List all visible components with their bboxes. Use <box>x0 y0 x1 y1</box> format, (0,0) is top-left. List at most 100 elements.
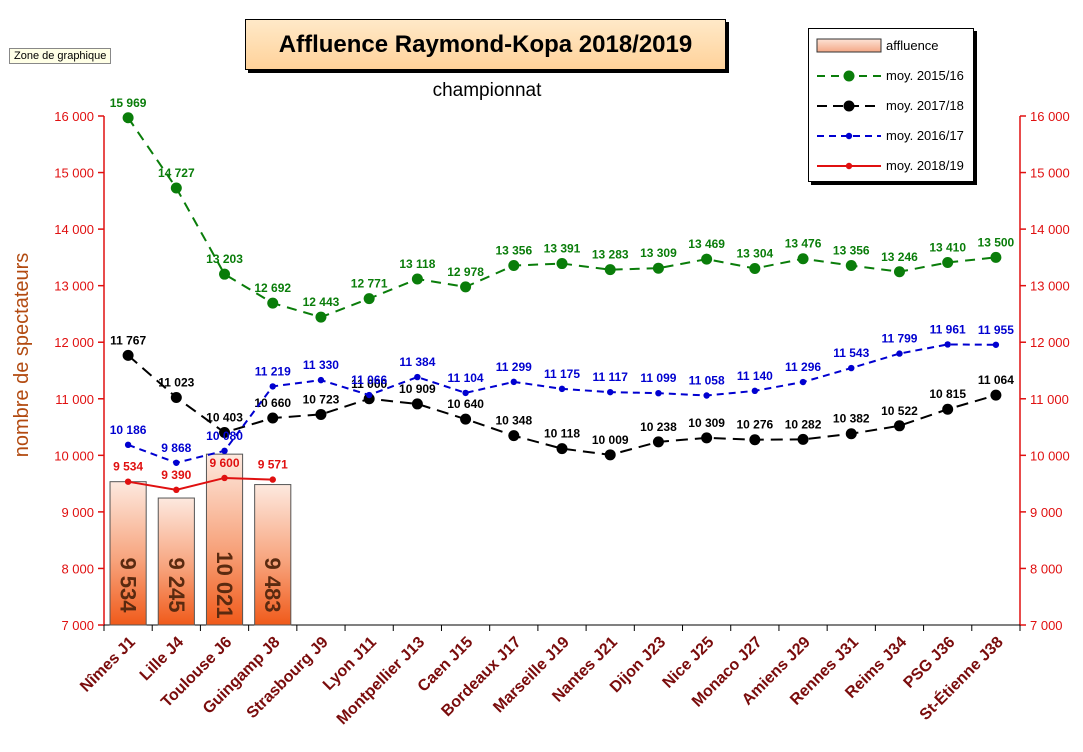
data-point <box>315 408 327 420</box>
data-label: 10 276 <box>736 418 773 432</box>
chart-subtitle: championnat <box>432 80 542 101</box>
data-label: 10 118 <box>544 427 580 441</box>
data-label: 10 403 <box>206 411 243 425</box>
y-tick-label-left: 13 000 <box>54 279 94 294</box>
data-label: 11 330 <box>303 358 339 372</box>
bar-label: 9 483 <box>260 557 285 612</box>
data-point <box>124 478 132 485</box>
data-point <box>797 433 809 445</box>
series-line <box>127 476 273 491</box>
data-label: 12 771 <box>351 277 388 291</box>
data-label: 10 009 <box>592 433 629 447</box>
legend: affluence moy. 2015/16 moy. 2017/18 moy.… <box>808 28 974 182</box>
data-label: 12 978 <box>447 265 484 279</box>
y-tick-label-left: 14 000 <box>54 222 94 237</box>
bar-label: 9 534 <box>116 557 141 613</box>
data-point <box>604 449 616 461</box>
y-tick-label-left: 9 000 <box>61 505 94 520</box>
data-point <box>703 392 710 399</box>
bar <box>157 497 195 626</box>
data-label: 13 304 <box>736 246 773 260</box>
data-label: 14 727 <box>158 166 195 180</box>
y-tick-label-right: 12 000 <box>1030 335 1070 350</box>
y-tick-label-left: 10 000 <box>54 448 94 463</box>
data-point <box>173 459 180 466</box>
data-point <box>749 434 761 446</box>
x-tick-label: Nîmes J1 <box>77 634 139 696</box>
data-label: 11 058 <box>689 373 725 387</box>
y-tick-label-right: 11 000 <box>1030 392 1069 407</box>
data-label: 13 391 <box>544 242 581 256</box>
data-label: 13 500 <box>978 235 1015 249</box>
legend-item-2015-16: moy. 2015/16 <box>809 66 975 86</box>
data-label: 13 356 <box>495 244 532 258</box>
data-point <box>460 281 472 293</box>
legend-item-2018-19: moy. 2018/19 <box>809 156 975 176</box>
data-point <box>701 253 713 265</box>
data-point <box>749 262 761 274</box>
data-point <box>992 341 1000 348</box>
legend-label: moy. 2015/16 <box>886 68 964 83</box>
data-point <box>269 476 276 483</box>
data-label: 10 815 <box>929 387 966 401</box>
data-point <box>510 378 517 386</box>
chart-title: Affluence Raymond-Kopa 2018/2019 <box>245 19 726 70</box>
y-tick-label-right: 9 000 <box>1030 505 1063 520</box>
data-label: 15 969 <box>110 96 147 110</box>
legend-label: affluence <box>886 38 939 53</box>
data-label: 11 955 <box>978 323 1014 337</box>
data-label: 11 066 <box>351 373 387 387</box>
data-label: 10 382 <box>833 412 870 426</box>
data-label: 13 469 <box>688 237 725 251</box>
legend-label: moy. 2018/19 <box>886 158 964 173</box>
data-label: 9 390 <box>161 468 191 482</box>
y-tick-label-right: 7 000 <box>1030 618 1063 633</box>
data-point <box>221 447 228 455</box>
data-point <box>219 427 231 439</box>
data-point <box>556 258 568 270</box>
data-label: 11 000 <box>351 377 387 391</box>
data-point <box>751 387 759 395</box>
data-point <box>797 253 809 265</box>
data-label: 11 140 <box>737 369 773 383</box>
data-label: 11 175 <box>544 367 580 381</box>
data-point <box>414 373 421 381</box>
data-label: 11 543 <box>833 346 869 360</box>
data-point <box>944 341 951 348</box>
data-point <box>173 486 180 494</box>
data-label: 13 476 <box>785 237 822 251</box>
data-label: 13 118 <box>399 257 435 271</box>
data-point <box>221 474 228 482</box>
data-label: 11 961 <box>930 322 966 336</box>
legend-label: moy. 2016/17 <box>886 128 964 143</box>
data-point <box>701 432 713 444</box>
data-label: 10 309 <box>688 416 725 430</box>
data-label: 13 283 <box>592 248 629 262</box>
data-point <box>896 350 903 357</box>
data-point <box>317 376 325 384</box>
y-axis-title: nombre de spectateurs <box>11 253 33 458</box>
data-point <box>990 251 1002 263</box>
data-label: 11 064 <box>978 373 1014 387</box>
data-label: 10 640 <box>447 397 484 411</box>
y-tick-label-left: 15 000 <box>54 166 94 181</box>
data-point <box>607 388 614 396</box>
y-tick-label-right: 15 000 <box>1030 166 1070 181</box>
legend-item-2016-17: moy. 2016/17 <box>809 126 975 146</box>
data-point <box>269 383 276 390</box>
data-label: 11 104 <box>448 371 484 385</box>
data-label: 9 600 <box>210 456 240 470</box>
data-point <box>799 378 807 386</box>
data-point <box>411 398 423 410</box>
x-tick-label: Strasbourg J9 <box>244 634 332 722</box>
data-label: 10 186 <box>110 423 147 437</box>
y-tick-label-right: 14 000 <box>1030 222 1070 237</box>
data-label: 13 246 <box>881 250 918 264</box>
x-tick-label: Montpellier J13 <box>334 634 428 728</box>
y-tick-label-left: 7 000 <box>61 618 94 633</box>
bar <box>254 484 292 626</box>
data-point <box>556 443 568 455</box>
data-point <box>942 256 954 268</box>
data-point <box>460 413 472 425</box>
data-label: 13 410 <box>929 240 966 254</box>
